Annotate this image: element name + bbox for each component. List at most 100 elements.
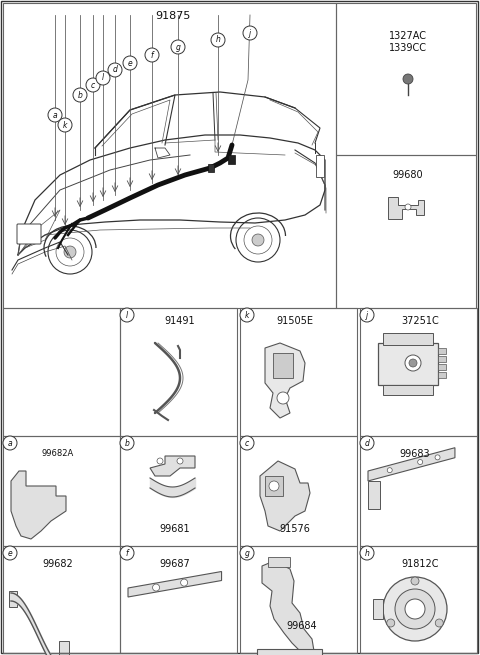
Bar [3, 436, 120, 546]
Polygon shape [262, 561, 314, 653]
Text: 99684: 99684 [287, 621, 317, 631]
Text: e: e [128, 58, 132, 67]
Bar [268, 557, 290, 567]
Bar [228, 155, 235, 164]
Text: 91505E: 91505E [276, 316, 313, 326]
Polygon shape [373, 599, 383, 619]
Circle shape [395, 589, 435, 629]
Circle shape [435, 455, 440, 460]
Polygon shape [257, 649, 322, 655]
Bar [438, 364, 446, 370]
Text: j: j [366, 310, 368, 320]
Polygon shape [11, 471, 66, 539]
Bar [336, 3, 476, 155]
Polygon shape [128, 572, 222, 597]
Circle shape [243, 26, 257, 40]
Text: 1327AC
1339CC: 1327AC 1339CC [389, 31, 427, 54]
Polygon shape [368, 448, 455, 481]
Circle shape [86, 78, 100, 92]
Circle shape [360, 308, 374, 322]
Text: b: b [125, 438, 130, 447]
Bar [438, 348, 446, 354]
Bar [3, 308, 120, 436]
Circle shape [64, 246, 76, 258]
Bar [383, 385, 433, 395]
Text: j: j [249, 29, 251, 37]
Polygon shape [265, 343, 305, 418]
Circle shape [383, 577, 447, 641]
Circle shape [360, 546, 374, 560]
Circle shape [240, 546, 254, 560]
Text: d: d [113, 66, 118, 75]
Circle shape [236, 218, 280, 262]
Bar [240, 546, 357, 653]
Text: 99680: 99680 [393, 170, 423, 180]
Polygon shape [150, 456, 195, 476]
Text: f: f [151, 50, 153, 60]
Text: f: f [126, 548, 128, 557]
Circle shape [123, 56, 137, 70]
Text: 91491: 91491 [165, 316, 195, 326]
Text: c: c [245, 438, 249, 447]
Circle shape [252, 234, 264, 246]
Circle shape [120, 308, 134, 322]
Text: 99683: 99683 [400, 449, 430, 459]
Bar [9, 591, 17, 607]
Text: h: h [365, 548, 370, 557]
Text: b: b [78, 90, 83, 100]
Circle shape [3, 436, 17, 450]
Text: h: h [216, 35, 220, 45]
Circle shape [120, 546, 134, 560]
Bar [59, 641, 69, 655]
Circle shape [73, 88, 87, 102]
Circle shape [157, 458, 163, 464]
Circle shape [387, 619, 395, 627]
Text: 99687: 99687 [160, 559, 191, 569]
Circle shape [418, 460, 423, 464]
Text: 91576: 91576 [279, 524, 311, 534]
Bar [120, 308, 237, 436]
Text: a: a [8, 438, 12, 447]
Bar [368, 481, 380, 509]
Text: g: g [245, 548, 250, 557]
Bar [240, 308, 357, 436]
Circle shape [48, 230, 92, 274]
Bar [360, 546, 477, 653]
Bar [383, 333, 433, 345]
Circle shape [177, 458, 183, 464]
Text: e: e [8, 548, 12, 557]
Circle shape [409, 359, 417, 367]
Bar [240, 436, 357, 546]
Circle shape [96, 71, 110, 85]
Circle shape [405, 204, 411, 210]
Bar [265, 476, 283, 496]
Text: l: l [126, 310, 128, 320]
Circle shape [58, 118, 72, 132]
Text: 37251C: 37251C [401, 316, 439, 326]
Circle shape [145, 48, 159, 62]
Bar [3, 546, 120, 653]
Text: d: d [365, 438, 370, 447]
FancyBboxPatch shape [17, 224, 41, 244]
Text: 99682: 99682 [43, 559, 73, 569]
Circle shape [403, 74, 413, 84]
Text: c: c [91, 81, 95, 90]
Circle shape [435, 619, 443, 627]
Circle shape [240, 436, 254, 450]
Circle shape [411, 577, 419, 585]
Bar [3, 3, 336, 308]
Text: k: k [245, 310, 249, 320]
Circle shape [171, 40, 185, 54]
Circle shape [277, 392, 289, 404]
Bar [360, 436, 477, 546]
Circle shape [56, 238, 84, 266]
Bar [273, 353, 293, 378]
Circle shape [180, 579, 188, 586]
Circle shape [3, 546, 17, 560]
Bar [438, 372, 446, 378]
Polygon shape [388, 197, 424, 219]
Circle shape [120, 436, 134, 450]
Bar [208, 164, 214, 172]
Bar [378, 343, 438, 385]
Text: 99682A: 99682A [42, 449, 74, 458]
